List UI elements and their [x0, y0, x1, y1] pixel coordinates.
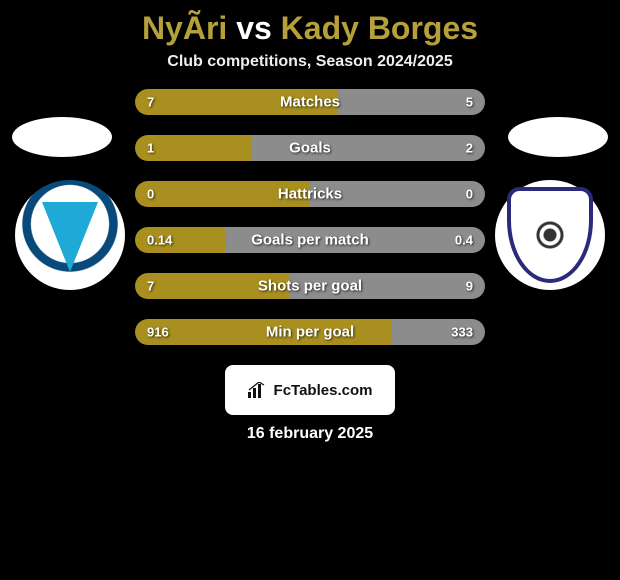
qarabag-logo [495, 180, 605, 290]
stat-bar: Matches 7 5 [135, 89, 485, 115]
stat-label: Goals per match [251, 232, 369, 249]
branding-text: FcTables.com [274, 382, 373, 399]
stat-label: Hattricks [278, 186, 342, 203]
branding-chart-icon [248, 382, 268, 398]
stat-label: Matches [280, 94, 340, 111]
page-title: NyÃ­ri vs Kady Borges [0, 0, 620, 53]
player2-face [508, 117, 608, 157]
stat-bar: Goals per match 0.14 0.4 [135, 227, 485, 253]
stat-label: Min per goal [266, 324, 354, 341]
date-text: 16 february 2025 [0, 425, 620, 443]
stat-bar: Goals 1 2 [135, 135, 485, 161]
player2-name: Kady Borges [281, 10, 478, 46]
stat-segment-p2 [338, 89, 485, 115]
stat-bar: Min per goal 916 333 [135, 319, 485, 345]
stat-bar: Hattricks 0 0 [135, 181, 485, 207]
stat-value-p2: 9 [466, 279, 473, 294]
stat-value-p2: 0 [466, 187, 473, 202]
title-vs: vs [236, 10, 280, 46]
stat-bar: Shots per goal 7 9 [135, 273, 485, 299]
subtitle: Club competitions, Season 2024/2025 [0, 53, 620, 71]
stat-value-p1: 0.14 [147, 233, 172, 248]
stat-value-p1: 7 [147, 279, 154, 294]
stat-label: Shots per goal [258, 278, 362, 295]
zte-logo [15, 180, 125, 290]
stats-list: Matches 7 5 Goals 1 2 Hattricks 0 0 Goals per mat… [135, 89, 485, 345]
stat-value-p2: 0.4 [455, 233, 473, 248]
stat-value-p2: 2 [466, 141, 473, 156]
player1-face [12, 117, 112, 157]
branding-badge: FcTables.com [225, 365, 395, 415]
stat-value-p2: 5 [466, 95, 473, 110]
club-badge-left [15, 180, 125, 290]
player1-name: NyÃ­ri [142, 10, 227, 46]
stat-label: Goals [289, 140, 331, 157]
stat-value-p1: 0 [147, 187, 154, 202]
comparison-card: NyÃ­ri vs Kady Borges Club competitions,… [0, 0, 620, 580]
club-badge-right [495, 180, 605, 290]
stat-value-p2: 333 [451, 325, 473, 340]
stat-value-p1: 1 [147, 141, 154, 156]
stat-segment-p2 [251, 135, 486, 161]
stat-value-p1: 7 [147, 95, 154, 110]
stat-value-p1: 916 [147, 325, 169, 340]
